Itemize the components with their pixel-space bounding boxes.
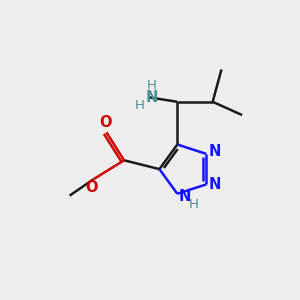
Text: O: O (100, 116, 112, 130)
Text: H: H (135, 99, 145, 112)
Text: N: N (146, 90, 158, 105)
Text: N: N (208, 177, 221, 192)
Text: N: N (208, 144, 221, 159)
Text: H: H (189, 198, 199, 211)
Text: O: O (85, 180, 98, 195)
Text: N: N (178, 189, 191, 204)
Text: H: H (147, 79, 157, 92)
